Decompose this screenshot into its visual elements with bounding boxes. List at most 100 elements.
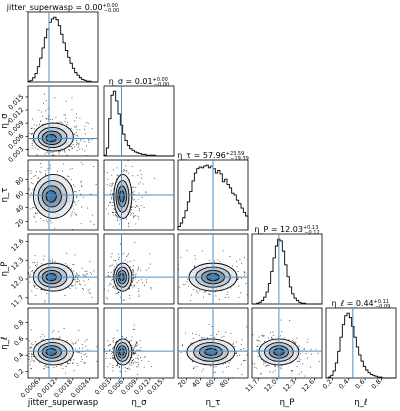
scatter-point bbox=[108, 275, 110, 277]
scatter-point bbox=[45, 110, 47, 112]
scatter-point bbox=[44, 300, 46, 301]
scatter-point bbox=[202, 368, 204, 370]
scatter-point bbox=[123, 170, 125, 171]
scatter-point bbox=[132, 329, 134, 330]
scatter-point bbox=[258, 262, 259, 263]
scatter-point bbox=[80, 284, 81, 286]
x-tick-label: 80 bbox=[218, 378, 230, 390]
scatter-point bbox=[237, 278, 239, 280]
scatter-point bbox=[112, 352, 113, 353]
scatter-point bbox=[35, 343, 37, 345]
scatter-point bbox=[306, 341, 308, 343]
scatter-point bbox=[237, 277, 239, 279]
scatter-point bbox=[108, 205, 109, 207]
scatter-point bbox=[128, 367, 130, 369]
scatter-point bbox=[110, 193, 111, 195]
scatter-point bbox=[70, 178, 72, 180]
scatter-point bbox=[111, 253, 113, 254]
scatter-point bbox=[64, 151, 66, 153]
scatter-point bbox=[259, 340, 261, 342]
scatter-point bbox=[142, 183, 144, 185]
scatter-point bbox=[215, 371, 216, 373]
scatter-point bbox=[252, 334, 254, 336]
scatter-point bbox=[90, 221, 91, 222]
scatter-point bbox=[118, 292, 119, 294]
scatter-point bbox=[131, 271, 133, 273]
scatter-point bbox=[135, 345, 137, 347]
panel-eta_tau-vs-jitter bbox=[27, 159, 108, 231]
scatter-point bbox=[127, 288, 129, 290]
scatter-point bbox=[115, 141, 116, 142]
scatter-point bbox=[89, 288, 91, 290]
scatter-point bbox=[79, 148, 81, 150]
scatter-point bbox=[71, 185, 72, 186]
scatter-point bbox=[45, 219, 47, 221]
scatter-point bbox=[110, 265, 112, 266]
scatter-point bbox=[32, 354, 34, 356]
scatter-point bbox=[138, 364, 139, 365]
hist-title: η_σ = 0.01+0.00 −0.00 bbox=[109, 77, 169, 88]
scatter-point bbox=[141, 197, 143, 198]
scatter-point bbox=[112, 273, 114, 275]
scatter-point bbox=[106, 353, 107, 354]
scatter-point bbox=[78, 190, 80, 192]
scatter-point bbox=[71, 211, 73, 213]
scatter-point bbox=[225, 366, 227, 368]
scatter-point bbox=[128, 222, 130, 224]
scatter-point bbox=[193, 367, 194, 369]
scatter-point bbox=[76, 125, 78, 127]
scatter-point bbox=[35, 221, 37, 223]
scatter-point bbox=[165, 333, 166, 334]
panel-eta_sigma-vs-jitter bbox=[27, 85, 116, 157]
scatter-point bbox=[132, 277, 134, 279]
scatter-point bbox=[138, 218, 140, 220]
scatter-point bbox=[126, 218, 127, 220]
scatter-point bbox=[127, 160, 129, 162]
scatter-point bbox=[280, 368, 282, 370]
scatter-point bbox=[78, 329, 80, 331]
scatter-point bbox=[260, 359, 262, 361]
scatter-point bbox=[36, 262, 38, 263]
scatter-point bbox=[196, 366, 198, 368]
scatter-point bbox=[112, 198, 114, 200]
scatter-point bbox=[129, 295, 131, 296]
scatter-point bbox=[115, 211, 117, 213]
scatter-point bbox=[62, 163, 64, 165]
scatter-point bbox=[40, 172, 42, 174]
scatter-point bbox=[210, 335, 212, 336]
scatter-point bbox=[82, 274, 84, 276]
scatter-point bbox=[131, 345, 133, 346]
scatter-point bbox=[272, 286, 273, 287]
scatter-point bbox=[59, 150, 61, 152]
scatter-point bbox=[107, 215, 108, 216]
scatter-point bbox=[203, 296, 204, 298]
scatter-point bbox=[86, 273, 88, 275]
scatter-point bbox=[178, 264, 179, 266]
scatter-point bbox=[243, 271, 245, 273]
scatter-point bbox=[34, 262, 35, 264]
scatter-point bbox=[77, 281, 79, 283]
scatter-point bbox=[168, 281, 169, 282]
scatter-point bbox=[52, 331, 53, 333]
scatter-point bbox=[112, 193, 113, 195]
scatter-point bbox=[81, 344, 83, 346]
scatter-point bbox=[81, 186, 83, 187]
scatter-point bbox=[244, 274, 245, 276]
scatter-point bbox=[136, 342, 138, 344]
scatter-point bbox=[60, 121, 62, 123]
scatter-point bbox=[81, 267, 83, 269]
scatter-point bbox=[111, 303, 113, 304]
scatter-point bbox=[67, 363, 69, 365]
panel-frame bbox=[27, 307, 99, 379]
scatter-point bbox=[77, 279, 79, 280]
scatter-point bbox=[85, 346, 87, 347]
scatter-point bbox=[257, 258, 258, 259]
scatter-point bbox=[110, 190, 112, 192]
scatter-point bbox=[31, 357, 33, 359]
scatter-point bbox=[80, 138, 82, 140]
scatter-point bbox=[112, 264, 114, 266]
scatter-point bbox=[126, 170, 128, 172]
scatter-point bbox=[203, 337, 205, 339]
scatter-point bbox=[50, 152, 52, 154]
scatter-point bbox=[50, 220, 52, 222]
